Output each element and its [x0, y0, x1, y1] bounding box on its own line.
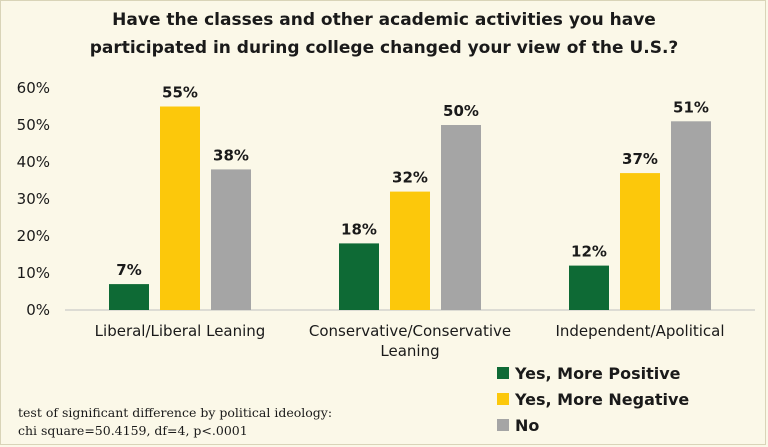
footnote: test of significant difference by politi…	[18, 404, 332, 440]
legend-swatch-negative	[497, 393, 509, 405]
data-label: 12%	[571, 243, 607, 261]
chart-title-line-1: Have the classes and other academic acti…	[112, 10, 656, 30]
legend-label-negative: Yes, More Negative	[515, 389, 690, 409]
bar	[109, 284, 149, 310]
bar	[160, 106, 200, 310]
bar	[569, 265, 609, 310]
bar	[620, 173, 660, 310]
legend-item-positive: Yes, More Positive	[497, 360, 689, 386]
chart-title: Have the classes and other academic acti…	[0, 6, 768, 62]
bar	[211, 169, 251, 310]
x-category-label-line: Leaning	[380, 342, 439, 360]
data-label: 18%	[341, 220, 377, 238]
x-category-label-line: Independent/Apolitical	[555, 322, 724, 340]
data-label: 7%	[116, 261, 141, 279]
bar	[441, 125, 481, 310]
legend-item-no: No	[497, 412, 689, 438]
data-label: 55%	[162, 84, 198, 102]
x-category-label-line: Conservative/Conservative	[309, 322, 511, 340]
data-label: 50%	[443, 102, 479, 120]
y-tick-label: 40%	[17, 153, 50, 171]
data-label: 32%	[392, 169, 428, 187]
legend-swatch-positive	[497, 367, 509, 379]
bar	[671, 121, 711, 310]
data-label: 51%	[673, 98, 709, 116]
y-tick-label: 50%	[17, 116, 50, 134]
bar	[339, 243, 379, 310]
bar	[390, 191, 430, 310]
data-label: 38%	[213, 146, 249, 164]
chart-title-line-2: participated in during college changed y…	[89, 38, 679, 58]
x-category-label: Independent/Apolitical	[555, 322, 724, 340]
y-tick-label: 10%	[17, 264, 50, 282]
y-tick-label: 60%	[17, 79, 50, 97]
y-tick-label: 0%	[26, 301, 50, 319]
legend-item-negative: Yes, More Negative	[497, 386, 689, 412]
footnote-line-1: test of significant difference by politi…	[18, 405, 333, 420]
legend-swatch-no	[497, 419, 509, 431]
y-tick-label: 30%	[17, 190, 50, 208]
x-category-label-line: Liberal/Liberal Leaning	[95, 322, 266, 340]
data-label: 37%	[622, 150, 658, 168]
legend: Yes, More Positive Yes, More Negative No	[497, 360, 689, 438]
legend-label-no: No	[515, 415, 540, 435]
x-category-label: Liberal/Liberal Leaning	[95, 322, 266, 340]
legend-label-positive: Yes, More Positive	[515, 363, 681, 383]
y-tick-label: 20%	[17, 227, 50, 245]
x-category-label: Conservative/Conservative Leaning	[309, 322, 511, 360]
footnote-line-2: chi square=50.4159, df=4, p<.0001	[18, 423, 248, 438]
